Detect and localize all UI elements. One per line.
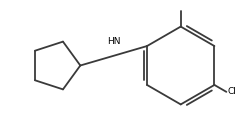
Text: Cl: Cl bbox=[226, 87, 235, 96]
Text: HN: HN bbox=[106, 37, 120, 46]
